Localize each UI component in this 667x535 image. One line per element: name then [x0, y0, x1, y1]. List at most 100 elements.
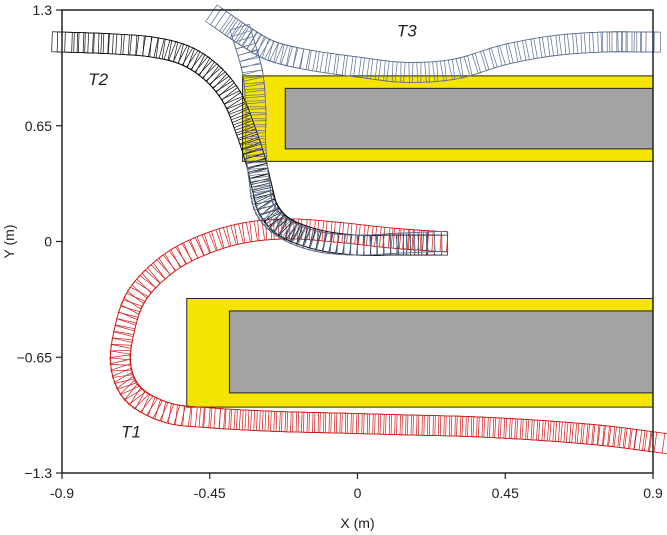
robot-pose-marker	[423, 415, 445, 437]
trajectory-label-t2: T2	[88, 70, 108, 89]
robot-pose-marker	[647, 431, 667, 455]
robot-pose-marker	[241, 219, 265, 244]
robot-pose-marker	[450, 415, 473, 437]
robot-pose-marker	[122, 34, 145, 57]
y-tick-label: 0.65	[25, 118, 52, 134]
robot-pose-marker	[147, 254, 177, 284]
robot-pose-marker	[297, 411, 319, 433]
robot-pose-marker	[126, 274, 156, 304]
robot-pose-marker	[136, 264, 166, 294]
robot-pose-marker	[158, 246, 187, 276]
robot-pose-marker	[131, 269, 161, 299]
robot-pose-marker	[319, 412, 341, 434]
robot-pose-marker	[426, 230, 449, 253]
robot-pose-marker	[401, 414, 423, 436]
robot-pose-marker	[461, 415, 484, 438]
robot-pose-marker	[516, 418, 539, 441]
robot-pose-marker	[190, 52, 220, 82]
robot-pose-marker	[325, 412, 347, 434]
obstacle-lower-inner	[228, 310, 654, 394]
robot-pose-marker	[621, 31, 642, 53]
robot-pose-marker	[357, 413, 380, 435]
y-tick-label: 0	[44, 234, 52, 250]
robot-pose-marker	[390, 414, 412, 436]
trajectory-label-t1: T1	[121, 422, 141, 441]
x-axis-title: X (m)	[340, 515, 374, 531]
trajectory-t1	[109, 218, 667, 455]
robot-pose-marker	[148, 36, 173, 61]
robot-pose-marker	[308, 412, 330, 434]
robot-pose-marker	[107, 33, 130, 56]
robot-pose-marker	[119, 379, 149, 410]
robot-pose-marker	[412, 414, 434, 436]
robot-pose-marker	[379, 413, 401, 436]
robot-pose-marker	[123, 383, 154, 413]
robot-pose-marker	[434, 415, 456, 437]
robot-pose-marker	[456, 415, 478, 438]
robot-pose-marker	[445, 415, 467, 437]
robot-pose-marker	[303, 411, 325, 434]
robot-pose-marker	[129, 34, 152, 57]
robot-pose-marker	[429, 415, 451, 437]
robot-pose-marker	[286, 411, 308, 433]
robot-pose-marker	[494, 417, 517, 440]
x-tick-label: -0.45	[194, 485, 226, 501]
y-tick-label: −0.65	[17, 349, 53, 365]
robot-pose-marker	[418, 414, 440, 436]
obstacles-layer	[186, 75, 654, 408]
axis-ticks: -0.9 -0.45 0 0.45 0.9 −1.3 −0.65 0 0.65 1.3	[17, 2, 663, 501]
robot-pose-marker	[499, 417, 522, 440]
robot-pose-marker	[176, 236, 205, 265]
robot-pose-marker	[483, 416, 506, 439]
robot-pose-marker	[439, 415, 462, 437]
robot-pose-marker	[341, 412, 363, 435]
robot-pose-marker	[368, 413, 391, 435]
x-tick-label: 0	[354, 485, 362, 501]
robot-pose-marker	[275, 411, 298, 433]
robot-pose-marker	[472, 416, 495, 439]
trajectory-series-3	[229, 23, 449, 256]
trajectory-labels: T1 T2 T3	[88, 22, 417, 442]
x-tick-label: -0.9	[50, 485, 74, 501]
robot-pose-marker	[611, 31, 633, 53]
robot-pose-marker	[329, 233, 352, 256]
robot-pose-marker	[505, 417, 528, 440]
robot-pose-marker	[292, 47, 317, 72]
robot-pose-marker	[602, 31, 623, 53]
y-axis-title: Y (m)	[1, 225, 17, 259]
robot-pose-marker	[407, 414, 429, 436]
y-tick-label: −1.3	[24, 465, 52, 481]
robot-pose-marker	[363, 413, 385, 435]
robot-pose-marker	[292, 411, 314, 433]
robot-pose-marker	[479, 45, 506, 71]
robot-pose-marker	[640, 31, 662, 53]
robot-pose-marker	[299, 48, 324, 73]
robot-pose-marker	[314, 412, 336, 434]
robot-pose-marker	[315, 231, 340, 255]
robot-pose-marker	[56, 31, 79, 53]
robot-pose-marker	[109, 349, 132, 372]
robot-pose-marker	[352, 413, 374, 435]
robot-pose-marker	[64, 31, 86, 54]
robot-pose-marker	[141, 259, 171, 289]
robot-pose-marker	[385, 413, 407, 436]
robot-pose-marker	[261, 38, 288, 66]
trajectories-layer	[51, 4, 667, 455]
robot-pose-marker	[510, 418, 533, 441]
robot-pose-marker	[182, 405, 205, 428]
robot-pose-marker	[330, 412, 352, 434]
robot-pose-marker	[152, 250, 182, 280]
robot-pose-marker	[477, 416, 500, 439]
robot-pose-marker	[135, 34, 160, 59]
robot-pose-marker	[467, 416, 489, 438]
trajectory-t3	[205, 4, 662, 83]
obstacle-upper-inner	[284, 87, 654, 150]
robot-pose-marker	[233, 220, 258, 245]
robot-pose-marker	[349, 234, 372, 257]
robot-pose-marker	[115, 33, 138, 56]
robot-pose-marker	[346, 412, 369, 435]
robot-pose-marker	[164, 242, 193, 272]
robot-pose-marker	[426, 230, 449, 253]
x-tick-label: 0.45	[492, 485, 519, 501]
